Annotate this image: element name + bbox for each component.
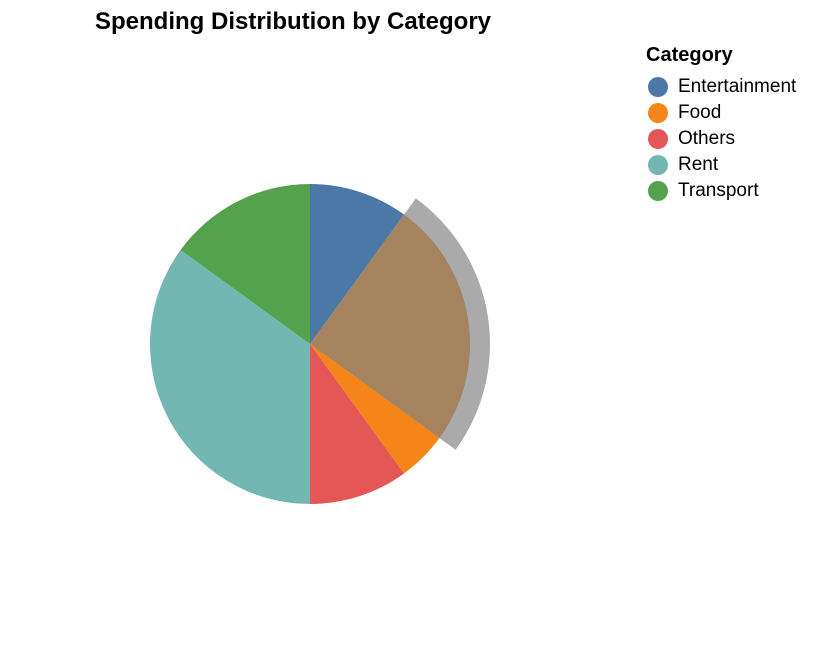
pie-slice-others[interactable] (310, 344, 405, 504)
legend-label: Rent (678, 154, 719, 175)
legend-item-entertainment[interactable]: Entertainment (646, 74, 796, 100)
pie-slice-entertainment[interactable] (310, 184, 405, 344)
legend: Category Entertainment Food Others Rent Tran… (646, 42, 796, 204)
pie-slice-rent[interactable] (150, 249, 310, 504)
legend-item-others[interactable]: Others (646, 126, 796, 152)
legend-label: Entertainment (678, 76, 797, 97)
legend-swatch (648, 129, 668, 149)
chart-title: Spending Distribution by Category (95, 8, 492, 35)
pie-slice-food[interactable] (310, 344, 440, 474)
legend-item-rent[interactable]: Rent (646, 152, 796, 178)
legend-item-food[interactable]: Food (646, 100, 796, 126)
legend-label: Transport (678, 180, 759, 201)
pie-slice-transport[interactable] (180, 184, 310, 344)
legend-swatch (648, 155, 668, 175)
legend-label: Others (678, 128, 736, 149)
legend-swatch (648, 181, 668, 201)
legend-title: Category (646, 44, 733, 66)
pie-slice-food-highlighted[interactable] (310, 214, 470, 439)
legend-item-transport[interactable]: Transport (646, 178, 796, 204)
legend-swatch (648, 103, 668, 123)
legend-label: Food (678, 102, 722, 123)
legend-swatch (648, 77, 668, 97)
